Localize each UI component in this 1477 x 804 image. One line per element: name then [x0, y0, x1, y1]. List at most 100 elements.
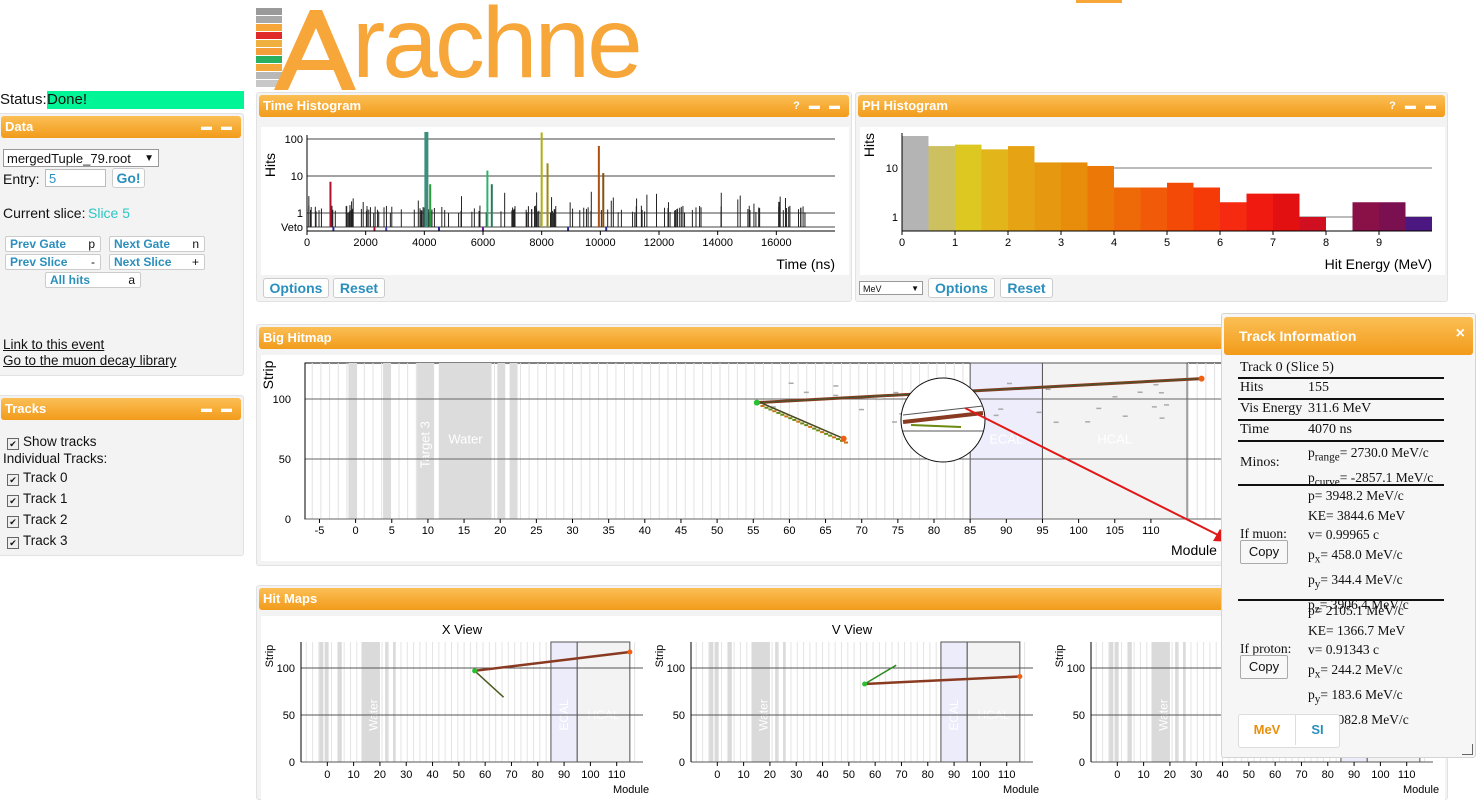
ph-hist-y-tick: 1 [892, 212, 898, 224]
hit-map-track-end [1017, 673, 1023, 679]
big-hitmap-target-region [417, 363, 434, 519]
hit-map-x-tick: 110 [1398, 769, 1416, 781]
checkbox-icon[interactable]: ✔ [7, 438, 19, 450]
unit-mev-button[interactable]: MeV [1239, 715, 1296, 745]
current-slice-value: Slice 5 [88, 205, 131, 221]
time-histogram-options-button[interactable]: Options [263, 278, 329, 298]
top-right-decoration [1076, 0, 1122, 3]
big-hitmap-hit [804, 424, 809, 427]
entry-input[interactable]: 5 [45, 169, 106, 187]
show-tracks-checkbox[interactable]: ✔ Show tracks [7, 434, 97, 450]
panel-controls[interactable]: ▬ ▬ [200, 403, 235, 415]
divider [1238, 419, 1444, 421]
resize-handle-icon[interactable] [1462, 744, 1473, 755]
ph-histogram-options-button[interactable]: Options [928, 278, 995, 298]
ph-histogram-plot-area: 10 1 0 1 2 3 4 5 6 7 8 9 Hit Energy (MeV) Hits [860, 127, 1445, 275]
next-gate-label: Next Gate [114, 237, 171, 251]
hit-map-target-region [1183, 642, 1186, 762]
hit-map-x-tick: 30 [400, 769, 412, 781]
hit-map-x-tick: 100 [581, 769, 599, 781]
track-info-header[interactable]: Track Information × [1224, 317, 1473, 355]
data-panel-title: Data [5, 119, 34, 134]
ph-histogram-reset-button[interactable]: Reset [1000, 278, 1053, 298]
big-hitmap-target-region [497, 363, 506, 519]
next-slice-button[interactable]: Next Slice + [109, 254, 205, 270]
big-hitmap-x-tick: 70 [856, 525, 868, 537]
time-hist-x-tick: 12000 [644, 237, 675, 249]
muon-px: px= 458.0 MeV/c [1308, 546, 1403, 566]
big-hitmap-hit [824, 432, 829, 435]
all-hits-button[interactable]: All hits a [45, 272, 141, 288]
hit-map-x-tick: 60 [1269, 769, 1281, 781]
time-hist-peak-bar [490, 184, 493, 227]
track-3-checkbox[interactable]: ✔ Track 3 [7, 533, 68, 549]
big-hitmap-x-tick: 20 [494, 525, 506, 537]
copy-proton-button[interactable]: Copy [1240, 655, 1288, 679]
panel-controls[interactable]: ? ▬ ▬ [1389, 100, 1439, 112]
hit-map-x-tick: 110 [608, 769, 626, 781]
hit-map-x-tick: 60 [479, 769, 491, 781]
unit-si-button[interactable]: SI [1311, 722, 1324, 737]
current-slice-label: Current slice: [3, 205, 86, 221]
hit-map-vertex [472, 668, 478, 674]
time-histogram-reset-button[interactable]: Reset [333, 278, 385, 298]
track-label: Track 2 [23, 512, 68, 527]
big-hitmap-region-label: ECAL [989, 431, 1023, 446]
if-proton-label: If proton: [1240, 641, 1292, 656]
file-select-value: mergedTuple_79.root [7, 151, 131, 166]
vis-energy-value: 311.6 MeV [1308, 401, 1372, 416]
prev-slice-button[interactable]: Prev Slice - [5, 254, 101, 270]
time-hist-y-tick: 1 [297, 208, 303, 220]
close-icon[interactable]: × [1455, 325, 1465, 342]
big-hitmap-target-region [348, 363, 358, 519]
time-hist-x-tick: 2000 [353, 237, 377, 249]
time-hist-peak-bar [597, 145, 600, 227]
ph-hist-bar [981, 149, 1008, 231]
prev-gate-button[interactable]: Prev Gate p [5, 236, 101, 252]
checkbox-icon[interactable]: ✔ [7, 516, 19, 528]
checkbox-icon[interactable]: ✔ [7, 495, 19, 507]
track-2-checkbox[interactable]: ✔ Track 2 [7, 512, 68, 528]
copy-muon-button[interactable]: Copy [1240, 540, 1288, 564]
big-hitmap-hit [828, 434, 833, 437]
hit-map-target-region [775, 642, 778, 762]
panel-controls[interactable]: ? ▬ ▬ [793, 100, 843, 112]
link-muon-decay-library[interactable]: Go to the muon decay library [3, 353, 177, 368]
big-hitmap-target-region [383, 363, 392, 519]
big-hitmap-hit [780, 413, 785, 416]
big-hitmap-hit [816, 429, 821, 432]
big-hitmap-track-end [840, 435, 847, 442]
link-this-event[interactable]: Link to this event [3, 337, 105, 352]
ph-unit-select-value: MeV [863, 284, 882, 294]
hit-map-track [864, 664, 897, 685]
ph-hist-bar [1220, 202, 1247, 231]
hit-map-hcal-region [576, 641, 631, 763]
checkbox-icon[interactable]: ✔ [7, 537, 19, 549]
track-0-checkbox[interactable]: ✔ Track 0 [7, 470, 68, 486]
file-select[interactable]: mergedTuple_79.root ▼ [3, 149, 159, 167]
track-label: Track 3 [23, 533, 68, 548]
big-hitmap-x-tick: 10 [422, 525, 434, 537]
next-gate-button[interactable]: Next Gate n [109, 236, 205, 252]
hits-value: 155 [1308, 380, 1329, 395]
ph-unit-select[interactable]: MeV ▼ [859, 281, 923, 295]
hit-maps-title: Hit Maps [263, 591, 318, 606]
big-hitmap-hit [760, 405, 765, 407]
tracks-panel: Tracks ▬ ▬ ✔ Show tracks Individual Tracks… [0, 395, 244, 556]
time-hist-x-label: Time (ns) [776, 256, 835, 272]
vis-energy-label: Vis Energy [1240, 401, 1303, 416]
panel-controls[interactable]: ▬ ▬ [200, 121, 235, 133]
hit-map-x-label: Module [1403, 784, 1439, 796]
muon-py: py= 344.4 MeV/c [1308, 571, 1403, 591]
track-1-checkbox[interactable]: ✔ Track 1 [7, 491, 68, 507]
big-hitmap-target-region [509, 363, 518, 519]
ph-hist-y-tick: 10 [886, 163, 898, 175]
ph-hist-bar [1352, 202, 1379, 231]
ph-hist-x-tick: 9 [1376, 237, 1382, 249]
divider [1238, 377, 1444, 379]
ph-hist-x-tick: 2 [1005, 237, 1011, 249]
checkbox-icon[interactable]: ✔ [7, 474, 19, 486]
ph-hist-bar [1273, 193, 1300, 231]
go-button[interactable]: Go! [112, 168, 145, 188]
